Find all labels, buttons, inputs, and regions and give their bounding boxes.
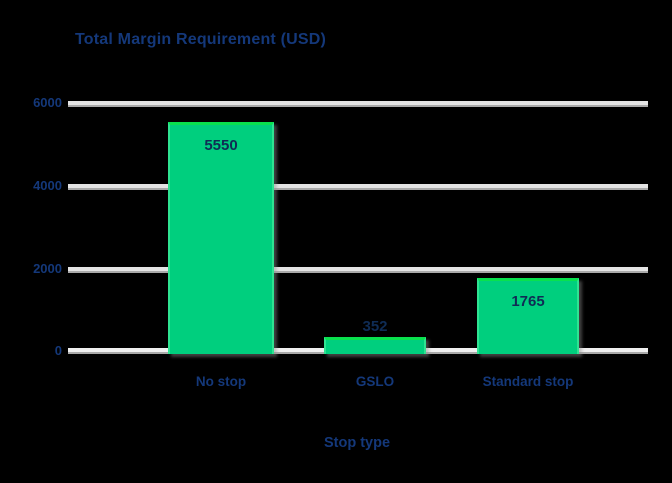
bar-value-label: 352	[362, 317, 388, 335]
bar-standard-stop: 1765	[477, 278, 579, 354]
bar-value-label: 5550	[204, 137, 238, 155]
chart-title: Total Margin Requirement (USD)	[75, 31, 327, 48]
x-axis-tick-label-standard-stop: Standard stop	[482, 374, 574, 389]
gridline-4000	[68, 184, 648, 190]
y-axis-tick-label: 6000	[33, 95, 62, 110]
gridline-2000	[68, 267, 648, 273]
y-axis-tick-label: 4000	[33, 178, 62, 193]
bar-value-label: 1765	[511, 293, 545, 311]
y-axis-tick-label: 2000	[33, 261, 62, 276]
x-axis-tick-label-gslo: GSLO	[355, 374, 395, 389]
bar-gslo: 352	[324, 318, 426, 354]
y-axis-tick-label: 0	[54, 343, 62, 358]
bar-no-stop: 5550	[168, 122, 274, 354]
gridline-6000	[68, 101, 648, 107]
x-axis-tick-label-no-stop: No stop	[195, 374, 247, 389]
x-axis-title: Stop type	[323, 435, 391, 451]
